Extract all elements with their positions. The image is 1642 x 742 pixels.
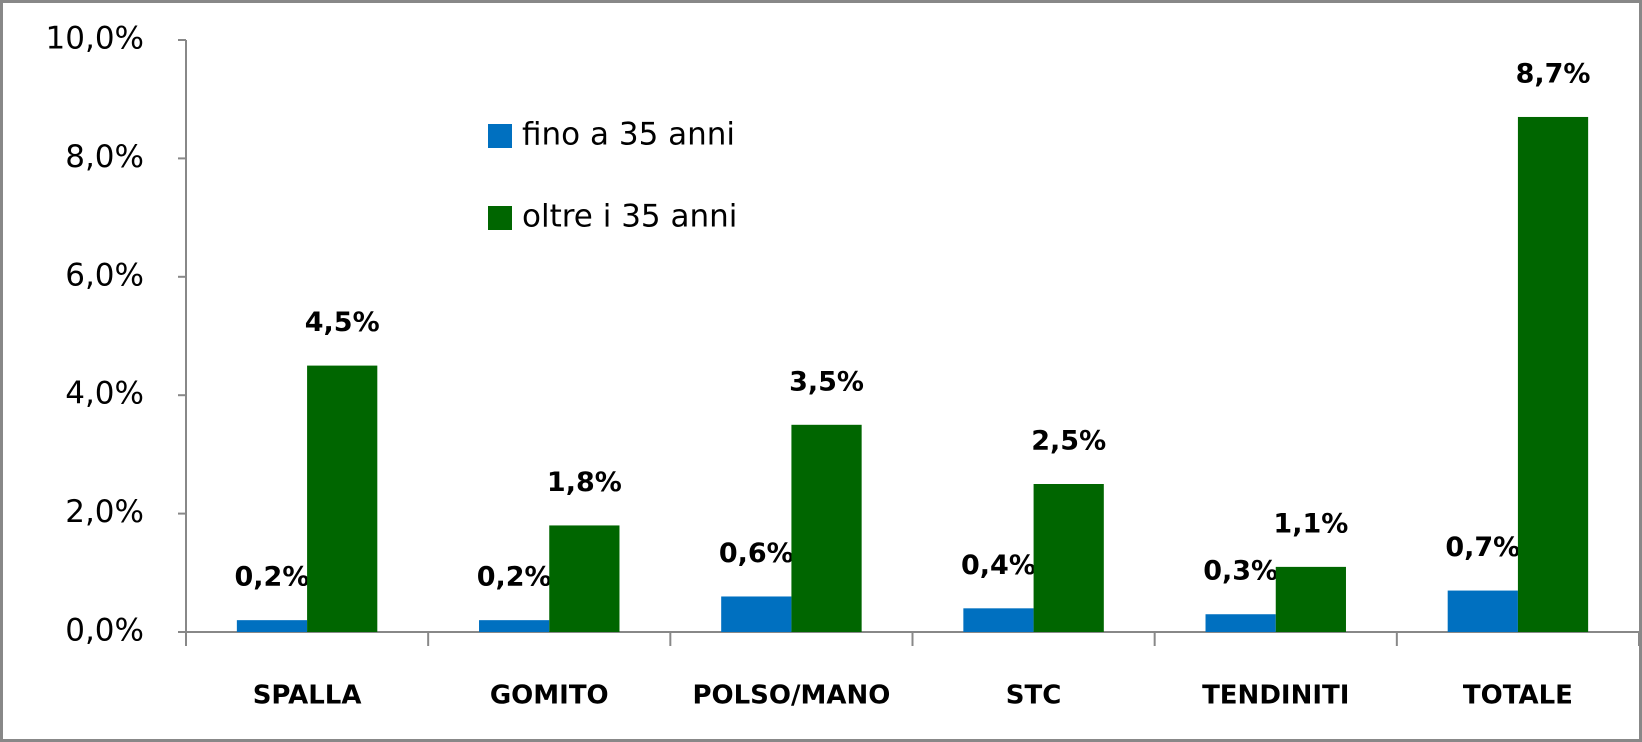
bar — [1205, 614, 1276, 632]
value-label: 0,4% — [961, 550, 1036, 581]
value-label: 1,1% — [1273, 508, 1348, 539]
value-label: 3,5% — [789, 366, 864, 397]
value-label: 0,3% — [1203, 556, 1278, 587]
legend-swatch — [488, 124, 512, 148]
y-tick-label: 2,0% — [65, 494, 144, 530]
legend-label: oltre i 35 anni — [522, 199, 737, 235]
x-tick-label: TENDINITI — [1202, 681, 1349, 711]
y-tick-label: 8,0% — [65, 139, 144, 175]
bar — [479, 620, 550, 632]
bar — [1447, 590, 1518, 632]
value-label: 0,6% — [719, 538, 794, 569]
bar — [549, 525, 620, 632]
x-tick-label: POLSO/MANO — [692, 681, 890, 711]
legend-label: fino a 35 anni — [522, 117, 735, 153]
y-tick-label: 0,0% — [65, 613, 144, 649]
bar — [1275, 566, 1346, 632]
bar — [236, 620, 308, 632]
legend-swatch — [488, 206, 512, 230]
bar — [1517, 116, 1589, 632]
bar — [307, 365, 378, 632]
value-label: 0,2% — [235, 562, 310, 593]
y-tick-label: 6,0% — [65, 257, 144, 293]
x-tick-label: STC — [1006, 681, 1062, 711]
bar — [721, 596, 792, 632]
bar — [791, 424, 862, 632]
value-label: 1,8% — [547, 467, 622, 498]
value-label: 4,5% — [305, 307, 380, 338]
x-tick-label: TOTALE — [1463, 681, 1573, 711]
bar — [1033, 484, 1104, 632]
value-label: 8,7% — [1516, 58, 1591, 89]
y-tick-label: 4,0% — [65, 376, 144, 412]
y-tick-label: 10,0% — [46, 21, 144, 57]
bar — [963, 608, 1034, 632]
value-label: 0,7% — [1445, 532, 1520, 563]
x-tick-label: SPALLA — [253, 681, 362, 711]
x-tick-label: GOMITO — [490, 681, 609, 711]
value-label: 0,2% — [477, 562, 552, 593]
value-label: 2,5% — [1031, 426, 1106, 457]
